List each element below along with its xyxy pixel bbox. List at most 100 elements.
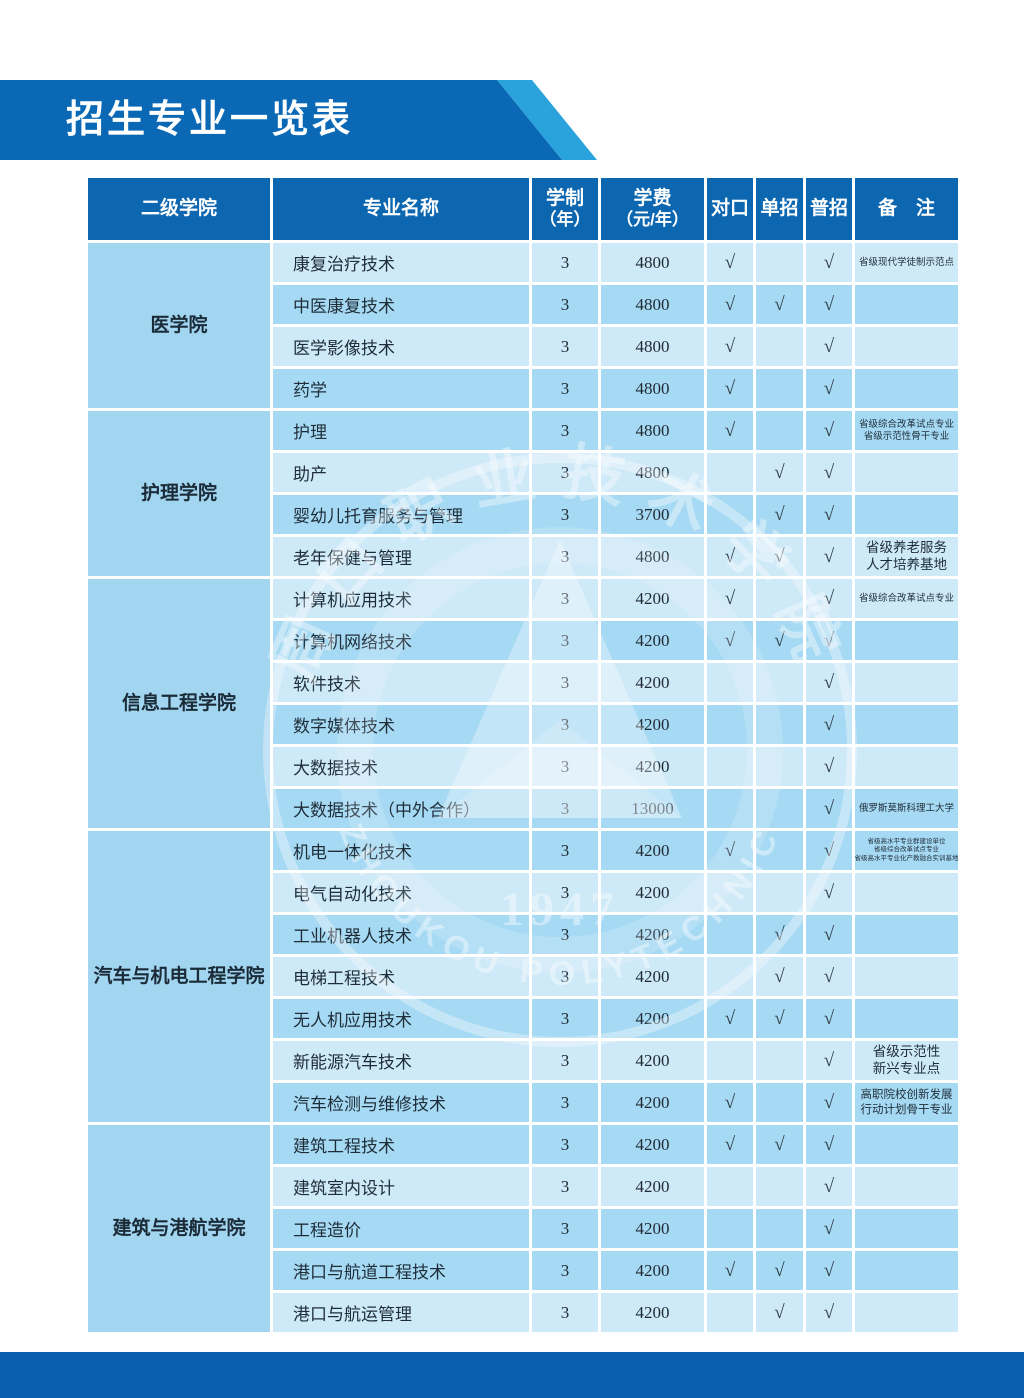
duikou-check-cell: √ [707,1125,753,1164]
tuition-cell: 4200 [601,1083,704,1122]
header-cell-2-line: 学制 [545,188,584,210]
remark-cell: 省级养老服务 人才培养基地 [855,537,958,576]
major-name-cell: 婴幼儿托育服务与管理 [273,495,529,534]
duikou-check-cell: √ [707,411,753,450]
table-row: 软件技术 3 4200 √ [273,663,958,702]
major-name-cell: 工程造价 [273,1209,529,1248]
remark-line: 俄罗斯莫斯科理工大学 [858,802,954,814]
footer-bar [0,1352,1024,1398]
puzhao-check-cell: √ [806,579,852,618]
remark-cell [855,747,958,786]
remark-cell: 省级综合改革试点专业 省级示范性骨干专业 [855,411,958,450]
tuition-cell: 4200 [601,1167,704,1206]
section-rows: 机电一体化技术 3 4200 √ √ 省级高水平专业群建设单位 省级综合改革试点专业 省级高水… [273,831,959,1122]
duikou-check-cell [707,453,753,492]
remark-line: 省级综合改革试点专业 [858,592,954,604]
major-name-cell: 港口与航运管理 [273,1293,529,1332]
danzhao-check-cell: √ [756,1293,803,1332]
table-row: 建筑室内设计 3 4200 √ [273,1167,958,1206]
remark-cell: 俄罗斯莫斯科理工大学 [855,789,958,828]
remark-line: 省级示范性 [872,1043,941,1059]
remark-cell [855,663,958,702]
danzhao-check-cell [756,747,803,786]
remark-line: 省级高水平专业化产教融合实训基地 [854,854,959,862]
puzhao-check-cell: √ [806,495,852,534]
remark-line: 省级养老服务 [866,539,947,555]
remark-line: 省级示范性骨干专业 [863,430,950,442]
duikou-check-cell [707,1209,753,1248]
puzhao-check-cell: √ [806,1125,852,1164]
table-row: 药学 3 4800 √ √ [273,369,958,408]
header-cell-3-line: 学费 [633,188,672,210]
tuition-cell: 4800 [601,243,704,282]
danzhao-check-cell: √ [756,1125,803,1164]
puzhao-check-cell: √ [806,1293,852,1332]
college-section-0: 医学院 康复治疗技术 3 4800 √ √ 省级现代学徒制示范点 中医康复技术 3 4800 √ √ √… [88,243,958,408]
years-cell: 3 [532,1293,598,1332]
years-cell: 3 [532,243,598,282]
tuition-cell: 4200 [601,999,704,1038]
table-row: 无人机应用技术 3 4200 √ √ √ [273,999,958,1038]
danzhao-check-cell [756,789,803,828]
duikou-check-cell: √ [707,621,753,660]
danzhao-check-cell: √ [756,621,803,660]
puzhao-check-cell: √ [806,1083,852,1122]
banner-main-parallelogram [0,80,562,160]
danzhao-check-cell: √ [756,999,803,1038]
header-cell-5-line: 单招 [760,198,799,220]
tuition-cell: 3700 [601,495,704,534]
puzhao-check-cell: √ [806,453,852,492]
college-section-2: 信息工程学院 计算机应用技术 3 4200 √ √ 省级综合改革试点专业 计算机网络技术 3 42… [88,579,958,828]
tuition-cell: 4200 [601,621,704,660]
duikou-check-cell [707,1041,753,1080]
danzhao-check-cell: √ [756,915,803,954]
tuition-cell: 13000 [601,789,704,828]
major-name-cell: 建筑工程技术 [273,1125,529,1164]
puzhao-check-cell: √ [806,999,852,1038]
major-name-cell: 工业机器人技术 [273,915,529,954]
puzhao-check-cell: √ [806,1209,852,1248]
puzhao-check-cell: √ [806,243,852,282]
years-cell: 3 [532,495,598,534]
college-name-line: 建筑与港航学院 [112,1217,246,1239]
danzhao-check-cell [756,663,803,702]
major-name-cell: 机电一体化技术 [273,831,529,870]
table-row: 工程造价 3 4200 √ [273,1209,958,1248]
remark-cell [855,999,958,1038]
tuition-cell: 4200 [601,831,704,870]
remark-line: 省级综合改革试点专业 [858,418,954,430]
danzhao-check-cell: √ [756,495,803,534]
remark-cell: 省级示范性 新兴专业点 [855,1041,958,1080]
danzhao-check-cell: √ [756,957,803,996]
remark-line: 省级现代学徒制示范点 [858,256,954,268]
header-cell-1-line: 专业名称 [362,198,439,220]
tuition-cell: 4200 [601,957,704,996]
remark-cell [855,1293,958,1332]
puzhao-check-cell: √ [806,537,852,576]
years-cell: 3 [532,1167,598,1206]
table-row: 工业机器人技术 3 4200 √ √ [273,915,958,954]
table-row: 计算机应用技术 3 4200 √ √ 省级综合改革试点专业 [273,579,958,618]
major-name-cell: 计算机网络技术 [273,621,529,660]
remark-cell [855,327,958,366]
major-name-cell: 港口与航道工程技术 [273,1251,529,1290]
remark-cell [855,453,958,492]
header-cell-5: 单招 [756,178,803,240]
remark-line: 高职院校创新发展 [860,1089,953,1102]
duikou-check-cell [707,705,753,744]
duikou-check-cell: √ [707,999,753,1038]
college-section-4: 建筑与港航学院 建筑工程技术 3 4200 √ √ √ 建筑室内设计 3 4200 √ 工程造价 3 42… [88,1125,958,1332]
puzhao-check-cell: √ [806,957,852,996]
section-rows: 建筑工程技术 3 4200 √ √ √ 建筑室内设计 3 4200 √ 工程造价 3 4200 √ 港口与航… [273,1125,958,1332]
danzhao-check-cell [756,1041,803,1080]
college-name-line: 信息工程学院 [121,692,236,714]
college-cell: 信息工程学院 [88,579,270,828]
major-name-cell: 汽车检测与维修技术 [273,1083,529,1122]
remark-cell [855,957,958,996]
puzhao-check-cell: √ [806,411,852,450]
duikou-check-cell [707,915,753,954]
table-row: 港口与航运管理 3 4200 √ √ [273,1293,958,1332]
header-cell-0: 二级学院 [88,178,270,240]
puzhao-check-cell: √ [806,369,852,408]
puzhao-check-cell: √ [806,1251,852,1290]
